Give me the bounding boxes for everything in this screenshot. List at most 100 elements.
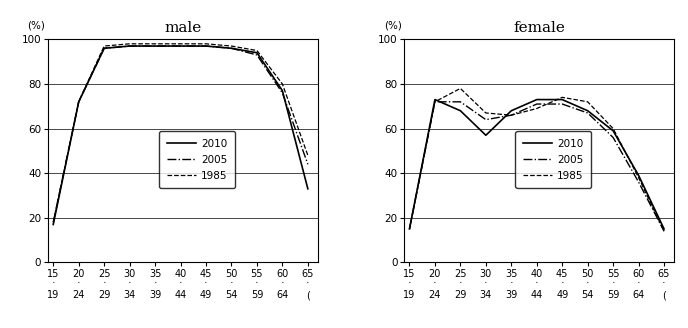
2005 — [609, 135, 617, 139]
Text: ·: · — [255, 278, 259, 288]
Text: ·: · — [281, 278, 284, 288]
2010 — [583, 109, 592, 113]
1985 — [176, 42, 184, 46]
1985 — [227, 44, 235, 48]
2005 — [431, 100, 439, 104]
Text: ·: · — [52, 278, 55, 288]
Text: 54: 54 — [225, 290, 237, 300]
Text: ·: · — [77, 278, 80, 288]
Text: 24: 24 — [72, 290, 85, 300]
Text: (%): (%) — [384, 20, 402, 31]
Text: (%): (%) — [28, 20, 45, 31]
1985 — [202, 42, 210, 46]
2005 — [558, 102, 566, 106]
Text: ·: · — [561, 278, 564, 288]
Text: 64: 64 — [632, 290, 645, 300]
Text: ·: · — [663, 278, 666, 288]
1985 — [49, 220, 57, 224]
2005 — [507, 113, 515, 117]
2005 — [74, 100, 83, 104]
2005 — [533, 102, 541, 106]
Text: ·: · — [128, 278, 131, 288]
Text: 64: 64 — [277, 290, 288, 300]
1985 — [634, 176, 643, 180]
Text: 19: 19 — [403, 290, 416, 300]
2005 — [49, 220, 57, 224]
Text: ·: · — [179, 278, 182, 288]
2005 — [278, 91, 286, 95]
2010 — [660, 227, 668, 231]
2010 — [252, 51, 261, 55]
1985 — [125, 42, 133, 46]
1985 — [533, 107, 541, 111]
Text: ·: · — [408, 278, 411, 288]
Title: female: female — [513, 21, 566, 35]
Text: (: ( — [662, 290, 666, 300]
Line: 2005: 2005 — [53, 46, 308, 222]
Text: ·: · — [103, 278, 106, 288]
2010 — [176, 44, 184, 48]
Text: 59: 59 — [607, 290, 619, 300]
2010 — [533, 98, 541, 102]
2005 — [303, 162, 312, 166]
2010 — [227, 46, 235, 50]
2010 — [49, 222, 57, 226]
2005 — [482, 118, 490, 122]
Line: 2010: 2010 — [409, 100, 664, 229]
2005 — [634, 180, 643, 184]
Text: ·: · — [510, 278, 513, 288]
2005 — [583, 111, 592, 115]
Text: ·: · — [484, 278, 488, 288]
2005 — [660, 229, 668, 233]
Text: ·: · — [586, 278, 590, 288]
Text: ·: · — [230, 278, 233, 288]
1985 — [456, 87, 464, 91]
Text: 34: 34 — [124, 290, 136, 300]
2010 — [278, 89, 286, 92]
2010 — [405, 227, 413, 231]
2005 — [100, 46, 108, 50]
Text: 49: 49 — [556, 290, 568, 300]
2010 — [74, 100, 83, 104]
1985 — [482, 111, 490, 115]
2005 — [405, 227, 413, 231]
1985 — [609, 127, 617, 131]
Line: 2005: 2005 — [409, 102, 664, 231]
1985 — [278, 82, 286, 86]
2010 — [634, 174, 643, 177]
2010 — [100, 46, 108, 50]
2010 — [151, 44, 159, 48]
Legend: 2010, 2005, 1985: 2010, 2005, 1985 — [159, 131, 235, 188]
1985 — [252, 49, 261, 52]
2005 — [176, 44, 184, 48]
1985 — [74, 100, 83, 104]
1985 — [431, 100, 439, 104]
Text: 44: 44 — [530, 290, 543, 300]
1985 — [507, 113, 515, 117]
1985 — [303, 154, 312, 157]
2005 — [252, 53, 261, 57]
2005 — [202, 44, 210, 48]
2010 — [456, 109, 464, 113]
Text: 49: 49 — [200, 290, 212, 300]
Text: ·: · — [535, 278, 539, 288]
Text: ·: · — [612, 278, 615, 288]
Text: 59: 59 — [250, 290, 263, 300]
Text: ·: · — [306, 278, 310, 288]
Text: ·: · — [153, 278, 157, 288]
Text: ·: · — [459, 278, 462, 288]
2010 — [558, 98, 566, 102]
1985 — [660, 229, 668, 233]
Text: 54: 54 — [581, 290, 594, 300]
Legend: 2010, 2005, 1985: 2010, 2005, 1985 — [515, 131, 591, 188]
1985 — [151, 42, 159, 46]
Text: 24: 24 — [429, 290, 441, 300]
2010 — [482, 133, 490, 137]
1985 — [100, 44, 108, 48]
2010 — [125, 44, 133, 48]
2010 — [303, 187, 312, 191]
1985 — [558, 95, 566, 99]
2005 — [456, 100, 464, 104]
Text: 39: 39 — [149, 290, 161, 300]
Text: 29: 29 — [98, 290, 110, 300]
